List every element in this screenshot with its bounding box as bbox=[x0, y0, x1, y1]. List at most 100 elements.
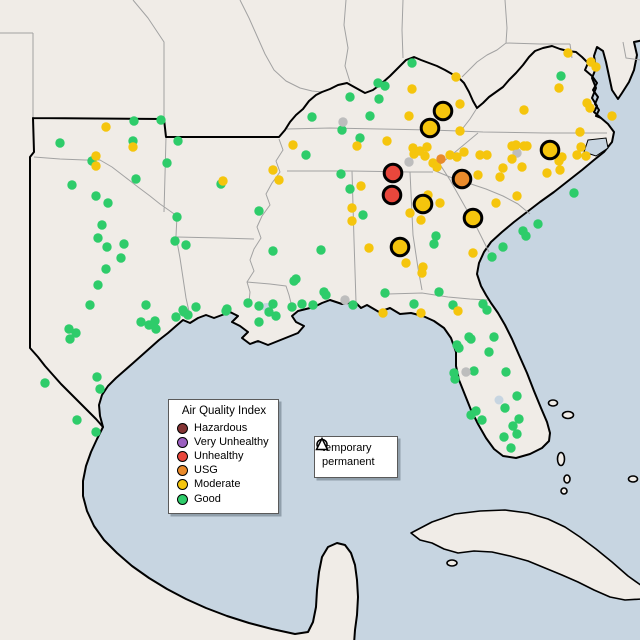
site-marker-good bbox=[191, 302, 201, 312]
legend-item-label: Unhealthy bbox=[194, 449, 244, 462]
site-marker-good bbox=[183, 310, 193, 320]
site-marker-good bbox=[91, 191, 101, 201]
legend-item-usg: USG bbox=[177, 464, 271, 478]
site-marker-moderate bbox=[522, 141, 532, 151]
pamlico-sound bbox=[583, 137, 609, 157]
site-marker-missing bbox=[338, 117, 348, 127]
site-marker-moderate bbox=[563, 48, 573, 58]
site-marker-moderate bbox=[542, 168, 552, 178]
site-marker-good bbox=[374, 94, 384, 104]
site-marker-good bbox=[336, 169, 346, 179]
site-marker-moderate bbox=[382, 136, 392, 146]
site-marker-moderate bbox=[576, 142, 586, 152]
site-marker-good bbox=[506, 443, 516, 453]
highlighted-site-markers bbox=[381, 100, 561, 258]
site-marker-good bbox=[287, 302, 297, 312]
site-marker-good bbox=[93, 280, 103, 290]
site-marker-good bbox=[469, 366, 479, 376]
site-marker-good bbox=[162, 158, 172, 168]
site-marker-good bbox=[345, 92, 355, 102]
site-marker-good bbox=[466, 334, 476, 344]
site-marker-moderate bbox=[475, 150, 485, 160]
site-marker-moderate bbox=[416, 215, 426, 225]
aqi-legend: Air Quality Index Hazardous Very Unhealth… bbox=[168, 399, 279, 514]
site-marker-missing bbox=[461, 367, 471, 377]
site-marker-good bbox=[365, 111, 375, 121]
site-marker-moderate bbox=[268, 165, 278, 175]
site-marker-good bbox=[500, 403, 510, 413]
site-marker-good bbox=[487, 252, 497, 262]
legend-item-label: Good bbox=[194, 492, 221, 505]
temporary-site-marker-usg bbox=[451, 168, 473, 190]
site-marker-good bbox=[407, 58, 417, 68]
legend-item-good: Good bbox=[177, 492, 271, 506]
isla-de-la-juventud bbox=[446, 559, 458, 567]
site-marker-good bbox=[508, 421, 518, 431]
legend-item-label: temporary bbox=[322, 441, 372, 454]
site-marker-moderate bbox=[585, 103, 595, 113]
site-marker-good bbox=[345, 184, 355, 194]
site-marker-good bbox=[271, 311, 281, 321]
site-marker-good bbox=[431, 231, 441, 241]
site-marker-good bbox=[151, 324, 161, 334]
site-marker-good bbox=[482, 305, 492, 315]
marker-type-legend: temporary permanent bbox=[314, 436, 398, 478]
site-marker-good bbox=[450, 374, 460, 384]
site-marker-good bbox=[141, 300, 151, 310]
legend-item-very_unhealthy: Very Unhealthy bbox=[177, 435, 271, 449]
site-marker-moderate bbox=[404, 111, 414, 121]
site-marker-good bbox=[380, 288, 390, 298]
site-marker-moderate bbox=[498, 163, 508, 173]
site-marker-moderate bbox=[405, 208, 415, 218]
site-marker-good bbox=[92, 372, 102, 382]
site-marker-good bbox=[170, 236, 180, 246]
site-marker-good bbox=[512, 391, 522, 401]
bahamas-island bbox=[560, 487, 568, 495]
moderate-swatch-icon bbox=[177, 479, 188, 491]
site-marker-good bbox=[67, 180, 77, 190]
site-marker-moderate bbox=[352, 141, 362, 151]
site-marker-good bbox=[501, 367, 511, 377]
site-marker-good bbox=[156, 115, 166, 125]
site-marker-good bbox=[484, 347, 494, 357]
site-marker-moderate bbox=[347, 203, 357, 213]
marker-type-items: temporary permanent bbox=[315, 437, 392, 470]
legend-item-temporary: temporary bbox=[316, 438, 392, 456]
site-marker-moderate bbox=[519, 105, 529, 115]
legend-item-label: Hazardous bbox=[194, 421, 248, 434]
site-marker-good bbox=[91, 427, 101, 437]
site-marker-good bbox=[301, 150, 311, 160]
site-marker-moderate bbox=[491, 198, 501, 208]
site-marker-good bbox=[512, 429, 522, 439]
legend-item-unhealthy: Unhealthy bbox=[177, 449, 271, 463]
site-marker-moderate bbox=[555, 165, 565, 175]
site-marker-moderate bbox=[432, 162, 442, 172]
site-marker-moderate bbox=[607, 111, 617, 121]
site-marker-moderate bbox=[452, 152, 462, 162]
site-marker-good bbox=[254, 206, 264, 216]
site-marker-moderate bbox=[91, 151, 101, 161]
site-marker-good bbox=[85, 300, 95, 310]
legend-item-hazardous: Hazardous bbox=[177, 421, 271, 435]
site-marker-moderate bbox=[572, 150, 582, 160]
lake-okeechobee bbox=[494, 395, 504, 405]
site-marker-good bbox=[150, 316, 160, 326]
site-marker-good bbox=[556, 71, 566, 81]
temporary-site-marker-moderate bbox=[419, 117, 441, 139]
site-marker-good bbox=[477, 415, 487, 425]
site-marker-good bbox=[65, 334, 75, 344]
site-marker-good bbox=[569, 188, 579, 198]
usg-swatch-icon bbox=[177, 465, 188, 477]
temporary-site-marker-unhealthy bbox=[382, 162, 404, 184]
site-marker-good bbox=[429, 239, 439, 249]
site-marker-moderate bbox=[128, 142, 138, 152]
site-marker-good bbox=[93, 233, 103, 243]
site-marker-moderate bbox=[356, 181, 366, 191]
site-marker-good bbox=[71, 328, 81, 338]
state-borders bbox=[0, 0, 640, 317]
site-marker-good bbox=[316, 245, 326, 255]
site-marker-moderate bbox=[575, 127, 585, 137]
legend-item-moderate: Moderate bbox=[177, 478, 271, 492]
site-marker-good bbox=[101, 264, 111, 274]
